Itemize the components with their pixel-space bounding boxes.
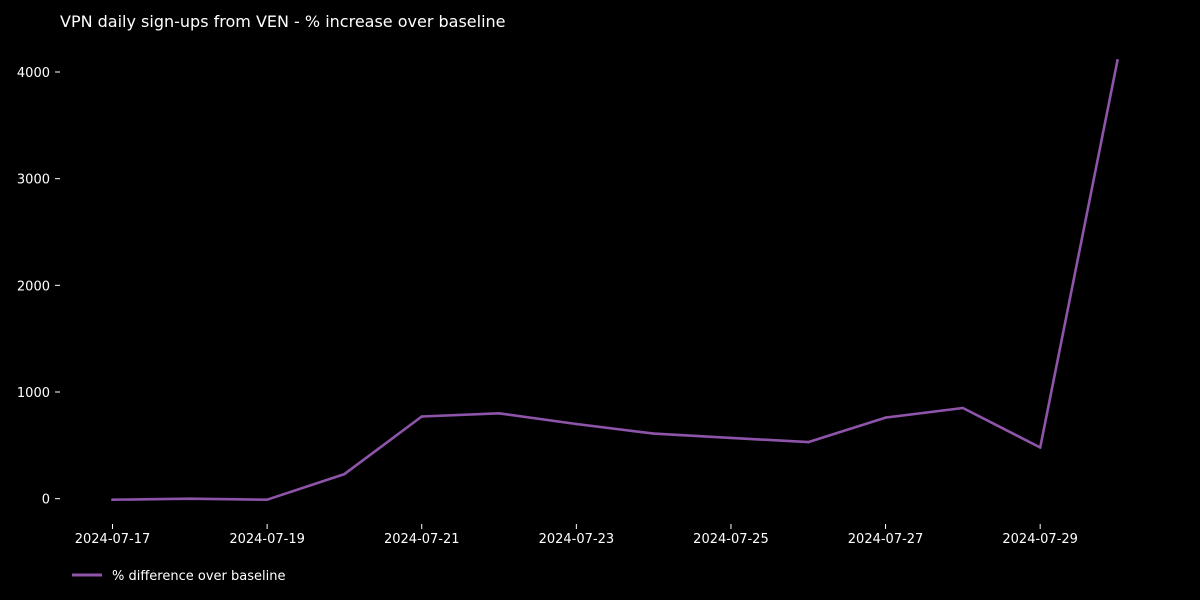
data-point (1116, 58, 1119, 62)
data-point (575, 422, 578, 426)
data-point (961, 406, 965, 410)
data-point (343, 472, 346, 476)
x-tick-label: 2024-07-21 (384, 532, 460, 547)
data-point (1038, 446, 1042, 449)
data-point (652, 432, 655, 435)
chart-title: VPN daily sign-ups from VEN - % increase… (60, 12, 506, 31)
x-tick-label: 2024-07-29 (1002, 532, 1078, 547)
y-tick-label: 4000 (17, 66, 50, 81)
data-point (188, 497, 192, 500)
x-tick-label: 2024-07-27 (848, 532, 924, 547)
x-tick-label: 2024-07-25 (693, 532, 769, 547)
data-point (420, 415, 424, 418)
legend: % difference over baseline (72, 569, 285, 584)
y-tick-label: 3000 (17, 173, 50, 188)
y-axis: 0 1000 2000 3000 4000 (17, 66, 60, 508)
data-point (111, 498, 114, 502)
data-point (729, 436, 733, 440)
data-point (884, 416, 887, 419)
x-axis: 2024-07-17 2024-07-19 2024-07-21 2024-07-23… (75, 524, 1078, 547)
plot-area (111, 58, 1119, 502)
legend-label: % difference over baseline (112, 569, 285, 584)
y-tick-label: 0 (42, 493, 50, 508)
series-line (111, 58, 1119, 502)
x-tick-label: 2024-07-19 (229, 532, 305, 547)
x-tick-label: 2024-07-23 (539, 532, 615, 547)
data-point (497, 412, 501, 415)
data-point (806, 440, 810, 444)
y-tick-label: 2000 (17, 279, 50, 294)
x-tick-label: 2024-07-17 (75, 532, 151, 547)
data-point (265, 498, 269, 502)
y-tick-label: 1000 (17, 386, 50, 401)
